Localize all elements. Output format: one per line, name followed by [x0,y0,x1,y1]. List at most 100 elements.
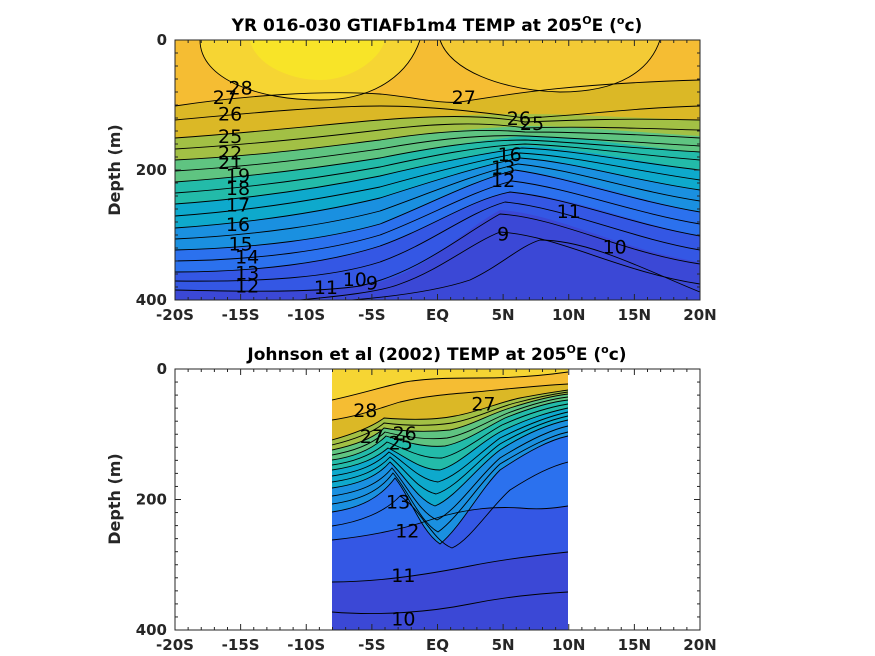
title-top-unit-sup: o [617,14,625,27]
x-tick-labels-top: -20S -15S -10S -5S EQ 5N 10N 15N 20N [156,306,717,324]
contour-label: 17 [226,194,250,216]
contour-label: 27 [452,87,476,109]
contour-top-26 [175,105,700,121]
chart-title-top: YR 016-030 GTIAFb1m4 TEMP at 205OE (oc) [231,14,643,36]
contour-bot-16 [332,425,568,521]
x-tick-label: -20S [156,636,194,654]
contour-label: 16 [498,144,522,166]
contour-bot-23 [332,396,568,456]
contour-bot-10 [332,591,568,615]
contour-bot-20 [332,407,568,471]
x-tick-label: -15S [222,636,260,654]
title-top-sup: O [582,14,591,27]
ticks-top [174,39,701,301]
contour-label: 14 [235,246,259,268]
y-tick-label: 0 [157,360,167,378]
contour-bot-19 [332,411,568,483]
contour-bot-22 [332,399,568,461]
contour-bot-26 [332,389,568,441]
contour-label: 26 [507,108,531,130]
x-tick-label: 20N [683,636,716,654]
contour-bot-15 [332,431,568,533]
contour-top-15 [175,169,700,251]
contour-bot-28 [332,371,568,401]
x-tick-label: 15N [618,306,651,324]
ticks-bottom [174,368,701,631]
contours-bottom [332,371,568,615]
contour-top-25 [175,116,700,139]
x-tick-label: 5N [492,306,515,324]
contour-label: 27 [360,426,384,448]
contour-label: 25 [520,113,544,135]
contour-label: 21 [218,152,242,174]
contour-top-12 [175,201,700,282]
contour-bot-18 [332,415,568,495]
contour-label: 12 [491,170,515,192]
band-bot-28 [332,369,568,400]
x-tick-labels-bottom: -20S -15S -10S -5S EQ 5N 10N 15N 20N [156,636,717,654]
x-tick-label: -5S [358,636,385,654]
y-tick-label: 200 [136,161,167,179]
title-bottom-end: E ( [576,345,601,365]
contour-label: 10 [603,237,627,259]
contour-label: 9 [366,272,378,294]
contour-top-22 [175,135,700,172]
y-tick-label: 400 [136,621,167,639]
contour-label: 13 [491,157,515,179]
contour-label: 10 [343,269,367,291]
contour-label: 10 [391,609,415,631]
contour-label: 12 [395,521,419,543]
contour-top-17 [175,157,700,229]
contour-label: 12 [235,276,259,298]
contour-label: 25 [218,126,242,148]
title-bottom-sup: O [567,343,576,356]
contour-bot-21 [332,403,568,466]
y-tick-label: 400 [136,291,167,309]
contour-bot-13 [332,461,568,549]
title-top-main: YR 016-030 GTIAFb1m4 TEMP at 205 [231,16,583,36]
title-top-end: E ( [592,16,617,36]
y-tick-label: 200 [136,491,167,509]
contour-top-21 [175,139,700,183]
contour-top-13 [175,191,700,273]
contour-top-11 [175,213,700,292]
heatmap-bottom [332,369,568,630]
contour-label: 28 [353,400,377,422]
contour-top-19 [175,147,700,205]
y-axis-label-bottom: Depth (m) [105,453,124,545]
contour-label: 28 [229,77,253,99]
x-tick-label: 10N [552,306,585,324]
chart-title-bottom: Johnson et al (2002) TEMP at 205OE (oc) [246,343,626,365]
contour-top-14 [175,180,700,262]
contour-label: 15 [229,233,253,255]
y-axis-label-top: Depth (m) [105,124,124,216]
x-tick-label: -10S [287,306,325,324]
x-tick-label: EQ [426,306,449,324]
title-bottom-main: Johnson et al (2002) TEMP at 205 [246,345,566,365]
contour-label: 11 [557,201,581,223]
contour-label: 22 [218,142,242,164]
title-bottom-unit-end: c) [609,345,627,365]
contour-bot-11 [332,551,568,583]
contour-bot-25 [332,391,568,446]
contour-top-28a [199,40,421,101]
contour-top-27 [175,79,700,107]
contour-label: 25 [389,433,413,455]
contour-bot-27 [332,383,568,421]
contour-label: 11 [314,277,338,299]
x-tick-label: EQ [426,636,449,654]
x-tick-label: -5S [358,306,385,324]
band-top-28b [440,40,660,92]
contour-top-20 [175,143,700,194]
contour-bot-12 [332,505,568,541]
x-tick-label: 5N [492,636,515,654]
contour-label: 19 [226,165,250,187]
heatmap-top [175,40,700,300]
contour-label: 11 [391,565,415,587]
x-tick-label: -20S [156,306,194,324]
x-tick-label: -10S [287,636,325,654]
